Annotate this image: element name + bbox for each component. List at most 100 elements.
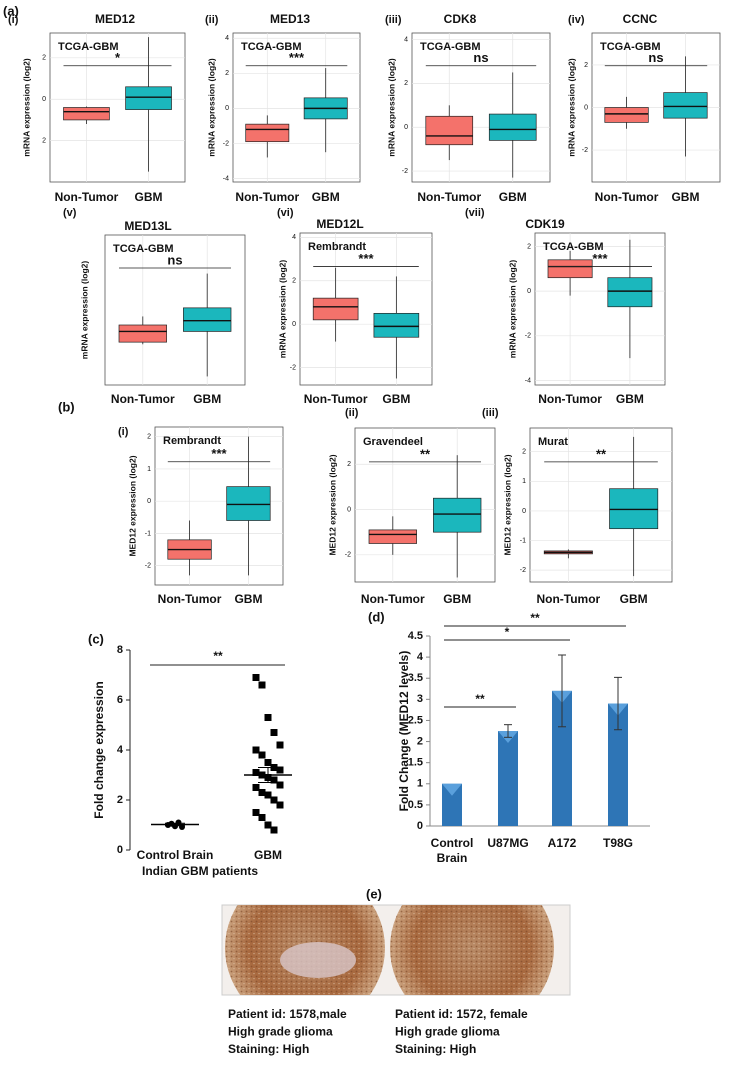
significance-label: **	[213, 649, 223, 663]
x-tick-label: GBM	[312, 190, 340, 204]
x-tick-label: Control Brain	[137, 848, 214, 862]
x-tick-label: Non-Tumor	[55, 190, 119, 204]
y-tick-label: -2	[402, 168, 408, 175]
significance-label: **	[596, 446, 607, 461]
chart-title: MED12	[95, 12, 135, 26]
y-tick-label: -4	[223, 175, 229, 182]
point	[264, 759, 272, 766]
x-tick-label: GBM	[620, 592, 648, 606]
box	[425, 115, 474, 146]
box	[488, 113, 537, 141]
box	[183, 307, 232, 332]
y-tick-label: 2	[42, 137, 46, 144]
y-tick-label: 0	[292, 321, 296, 328]
y-tick-label: 2.5	[408, 714, 423, 726]
box	[125, 86, 172, 110]
y-tick-label: 2	[292, 278, 296, 285]
point	[276, 801, 284, 809]
y-tick-label: 0	[117, 844, 123, 856]
y-tick-label: 0	[522, 508, 526, 515]
y-tick-label: 1	[417, 778, 423, 790]
x-tick-label: GBM	[382, 392, 410, 406]
point	[252, 769, 260, 776]
x-tick-label: A172	[548, 836, 577, 850]
y-tick-label: 0	[347, 506, 351, 513]
y-tick-label: 2	[584, 62, 588, 69]
dataset-label: Murat	[538, 436, 568, 448]
box	[433, 497, 482, 533]
panel-number: (iii)	[385, 14, 402, 26]
y-tick-label: 2	[147, 434, 151, 441]
panel-number: (ii)	[205, 14, 219, 26]
chart-title: CDK19	[525, 217, 565, 231]
y-tick-label: 2	[347, 461, 351, 468]
y-tick-label: 2	[417, 735, 423, 747]
y-tick-label: 0	[584, 104, 588, 111]
box	[63, 107, 110, 121]
significance-label: ns	[167, 252, 182, 267]
x-tick-label: Non-Tumor	[111, 392, 175, 406]
point	[264, 821, 272, 829]
x-tick-label: Control Brain	[431, 836, 474, 865]
significance-label: ***	[211, 446, 227, 461]
point	[276, 741, 284, 749]
dataset-label: Rembrandt	[163, 435, 221, 447]
point	[270, 796, 278, 804]
caption-line: Staining: High	[228, 1042, 309, 1056]
x-tick-label: Non-Tumor	[595, 190, 659, 204]
x-tick-label: Non-Tumor	[361, 592, 425, 606]
chart-title: CCNC	[623, 12, 658, 26]
point	[270, 826, 278, 834]
panel-number: (ii)	[345, 407, 359, 419]
x-axis-label: Indian GBM patients	[142, 864, 258, 878]
point	[276, 766, 284, 774]
caption-line: High grade glioma	[228, 1025, 333, 1039]
box	[609, 488, 659, 530]
y-tick-label: 1	[147, 466, 151, 473]
y-axis-label: MED12 expression (log2)	[502, 454, 512, 555]
y-tick-label: -2	[290, 364, 296, 371]
y-axis-label: MED12 expression (log2)	[127, 455, 137, 556]
x-tick-label: Non-Tumor	[158, 592, 222, 606]
significance-label: **	[530, 611, 540, 625]
panel-label: (a)	[3, 3, 19, 18]
point	[258, 814, 266, 821]
box	[368, 529, 417, 544]
box	[312, 297, 359, 321]
y-tick-label: 0	[404, 124, 408, 131]
y-tick-label: 2	[117, 794, 123, 806]
significance-label: *	[115, 50, 121, 65]
dataset-label: TCGA-GBM	[113, 243, 174, 255]
chart-title: MED12L	[316, 217, 363, 231]
plot-panel	[411, 32, 551, 183]
y-tick-label: -2	[525, 333, 531, 340]
y-tick-label: 1	[522, 478, 526, 485]
y-tick-label: 4	[417, 651, 424, 663]
bar	[498, 731, 518, 826]
x-tick-label: GBM	[616, 392, 644, 406]
significance-label: **	[420, 446, 431, 461]
y-tick-label: -2	[345, 552, 351, 559]
y-tick-label: 2	[527, 243, 531, 250]
y-tick-label: -4	[525, 377, 531, 384]
y-tick-label: 8	[117, 644, 123, 656]
x-tick-label: Non-Tumor	[235, 190, 299, 204]
significance-label: ns	[473, 50, 488, 65]
box	[245, 123, 290, 143]
y-tick-label: 2	[225, 70, 229, 77]
box	[604, 107, 649, 123]
caption-line: High grade glioma	[395, 1025, 500, 1039]
point	[258, 681, 266, 689]
dataset-label: TCGA-GBM	[600, 41, 661, 53]
caption-line: Patient id: 1572, female	[395, 1007, 528, 1021]
panel-number: (iv)	[568, 14, 585, 26]
y-axis-label: mRNA expression (log2)	[386, 58, 396, 157]
dataset-label: TCGA-GBM	[241, 41, 302, 53]
caption-line: Staining: High	[395, 1042, 476, 1056]
dataset-label: TCGA-GBM	[420, 41, 481, 53]
point	[270, 776, 278, 784]
y-tick-label: 0	[225, 105, 229, 112]
panel-label: (e)	[366, 886, 382, 901]
x-tick-label: Non-Tumor	[417, 190, 481, 204]
point	[258, 751, 266, 759]
